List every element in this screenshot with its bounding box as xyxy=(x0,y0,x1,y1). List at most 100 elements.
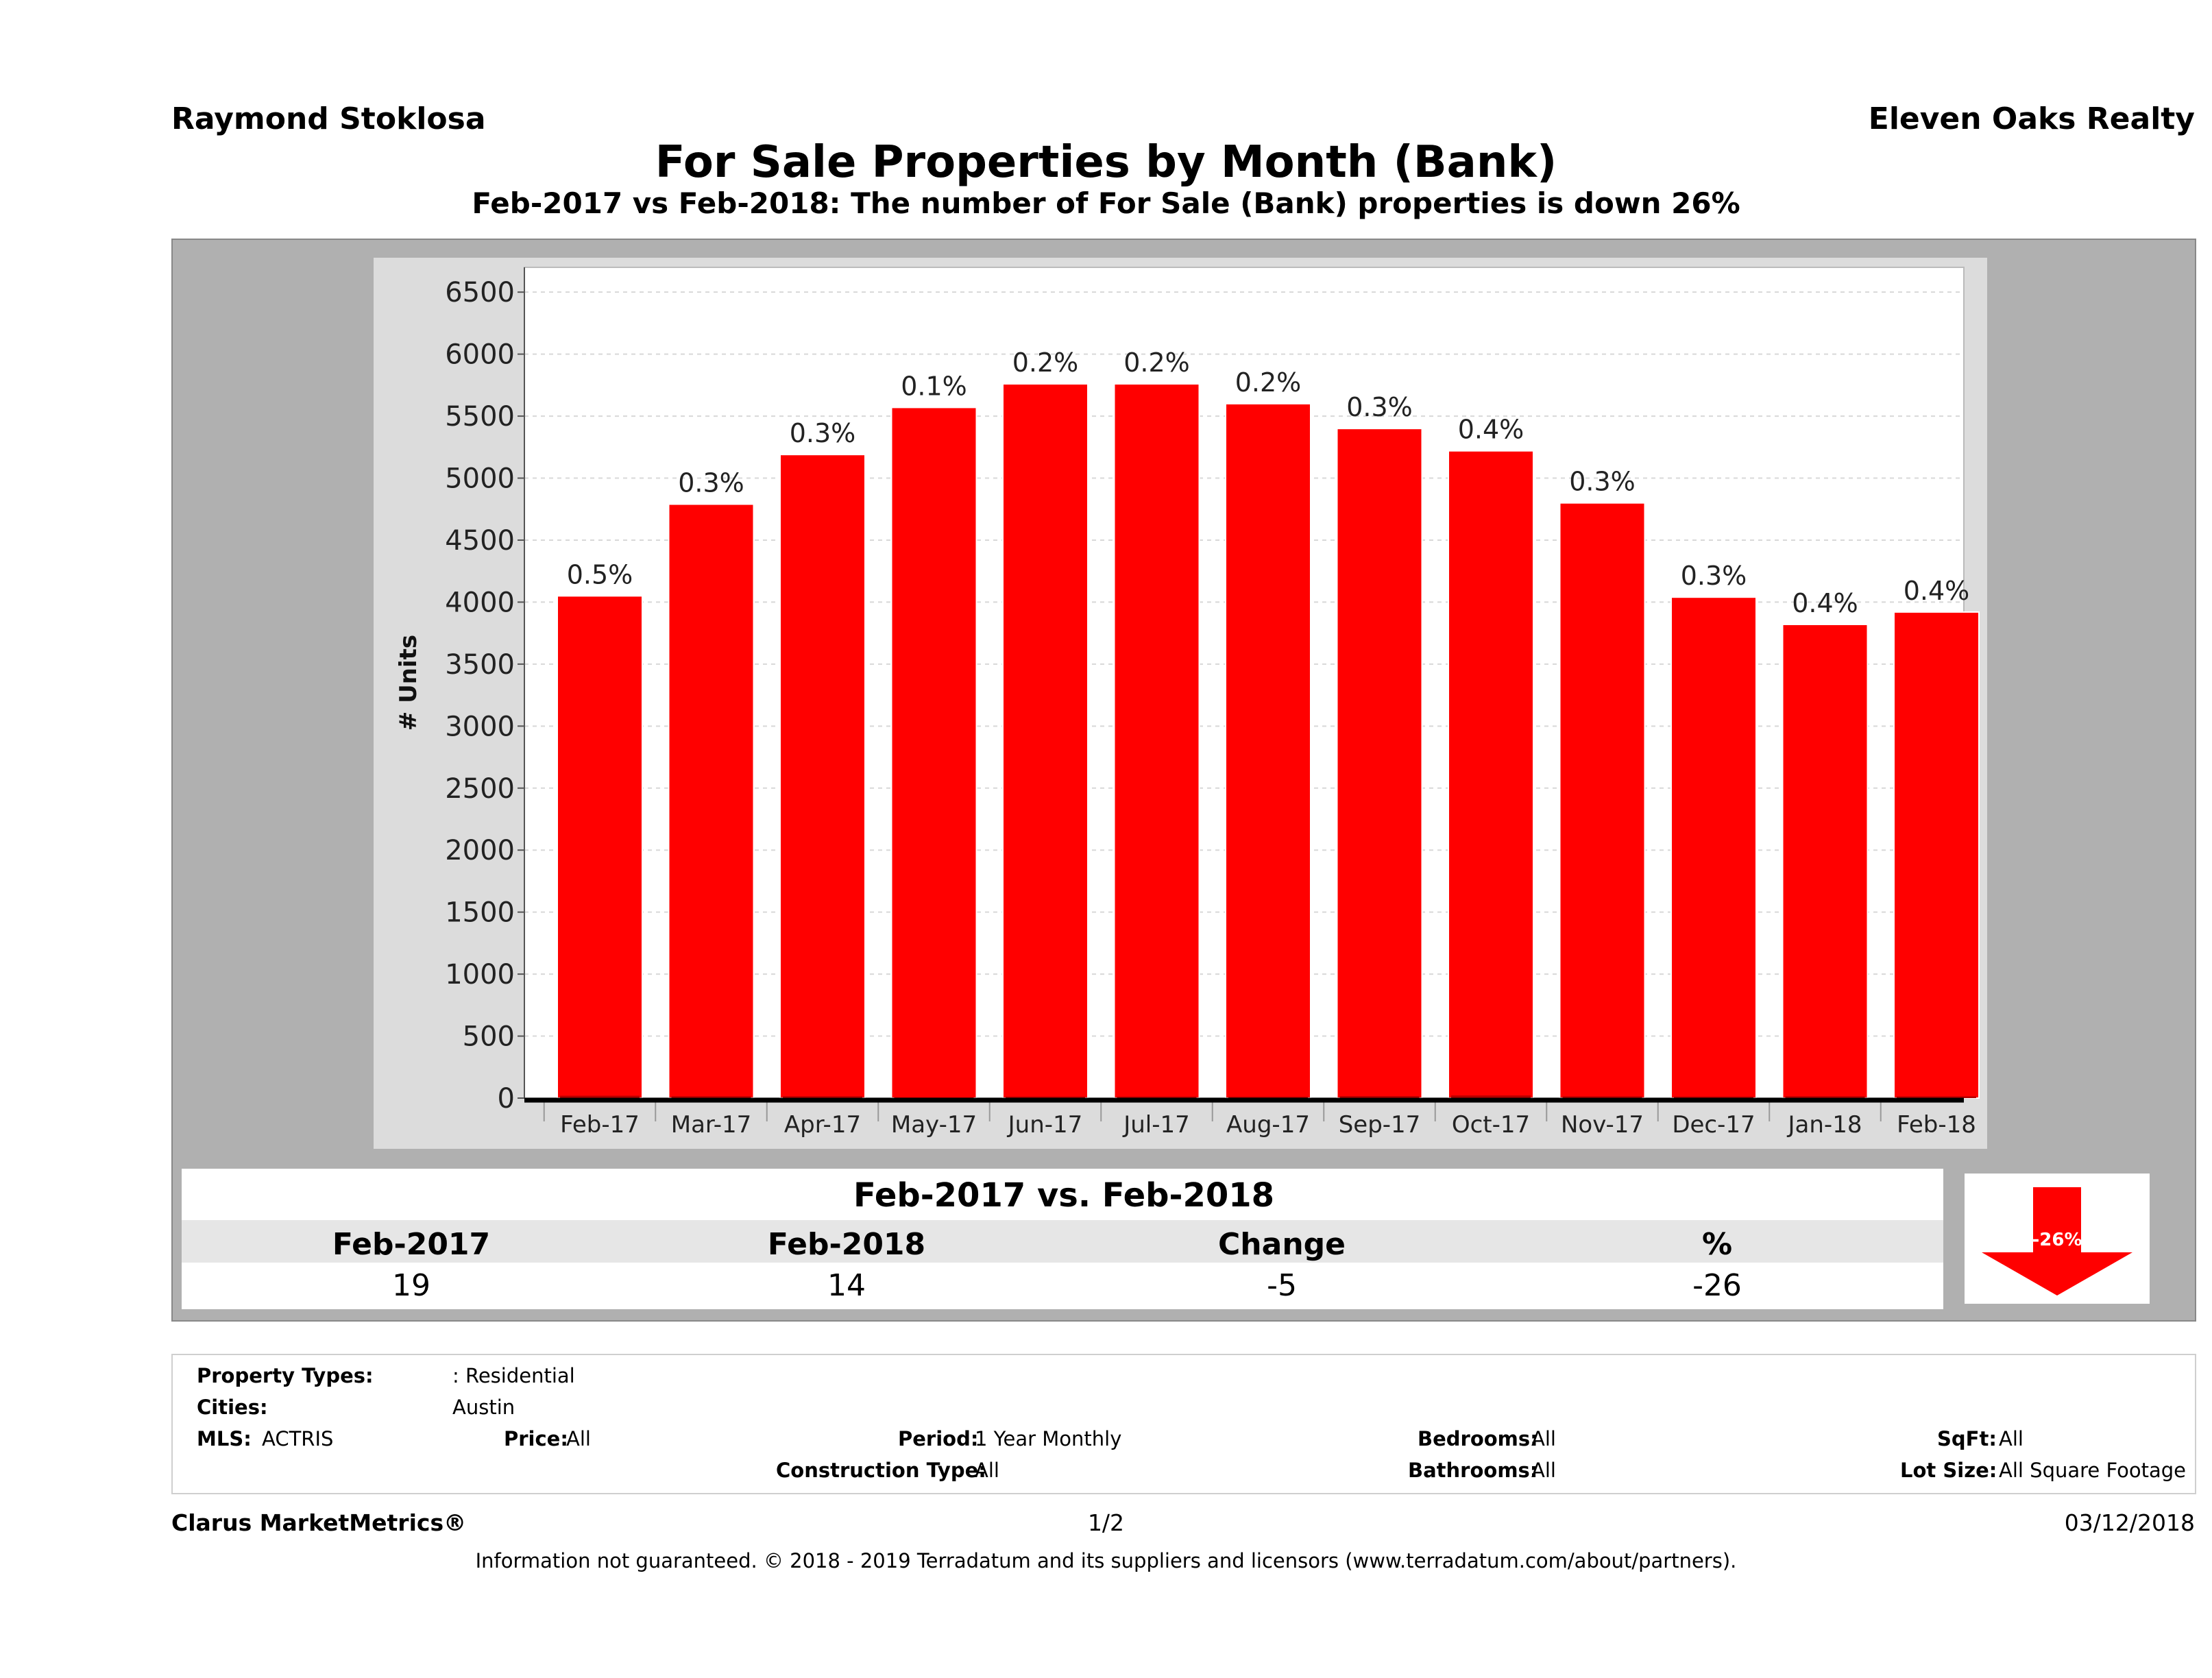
bathrooms-label: Bathrooms: xyxy=(1408,1459,1538,1482)
agent-name: Raymond Stoklosa xyxy=(171,101,486,136)
y-tick-label: 5500 xyxy=(445,401,515,433)
y-tick-label: 2500 xyxy=(445,773,515,805)
summary-header-cell: Change xyxy=(1218,1227,1346,1262)
bar-secondary xyxy=(671,1096,751,1098)
property-types-label: Property Types: xyxy=(197,1364,374,1387)
x-tick-label: Nov-17 xyxy=(1561,1111,1644,1139)
summary-header-row xyxy=(182,1220,1943,1263)
bar-chart: 0 500 1000 1500 2000 2500 3000 3500 4000 4500 5000… xyxy=(395,267,1993,1139)
construction-type-value: All xyxy=(975,1459,999,1482)
footer-brand: Clarus MarketMetrics® xyxy=(171,1509,467,1536)
x-tick-label: Aug-17 xyxy=(1226,1111,1310,1139)
x-tick-label: Dec-17 xyxy=(1672,1111,1755,1139)
y-tick-label: 3500 xyxy=(445,649,515,681)
y-tick-label: 2000 xyxy=(445,835,515,866)
x-tick-label: May-17 xyxy=(891,1111,977,1139)
summary-header-cell: % xyxy=(1701,1227,1733,1262)
bar xyxy=(890,406,977,1099)
mls-value: ACTRIS xyxy=(262,1427,334,1450)
y-tick-label: 6500 xyxy=(445,277,515,308)
disclaimer: Information not guaranteed. © 2018 - 201… xyxy=(475,1549,1737,1572)
bar xyxy=(1336,428,1423,1099)
summary-header-cell: Feb-2017 xyxy=(332,1227,491,1262)
bar-secondary xyxy=(1451,1095,1531,1098)
price-label: Price: xyxy=(504,1427,568,1450)
page-number: 1/2 xyxy=(1087,1509,1125,1536)
x-tick-label: Oct-17 xyxy=(1452,1111,1530,1139)
x-tick-label: Sep-17 xyxy=(1339,1111,1421,1139)
x-tick-label: Feb-17 xyxy=(560,1111,640,1139)
y-tick-label: 1500 xyxy=(445,897,515,929)
summary-value-cell: 19 xyxy=(392,1268,430,1303)
mls-label: MLS: xyxy=(197,1427,252,1450)
bar-data-label: 0.5% xyxy=(567,559,633,589)
bar-secondary xyxy=(894,1097,974,1098)
bar xyxy=(1002,383,1089,1099)
bar-data-label: 0.3% xyxy=(678,468,744,498)
bar-secondary xyxy=(1562,1096,1642,1098)
sqft-label: SqFt: xyxy=(1937,1427,1997,1450)
lot-size-label: Lot Size: xyxy=(1900,1459,1997,1482)
bedrooms-label: Bedrooms: xyxy=(1418,1427,1538,1450)
summary-header-cell: Feb-2018 xyxy=(767,1227,926,1262)
x-tick-label: Feb-18 xyxy=(1897,1111,1976,1139)
down-arrow-icon: -26% xyxy=(1982,1187,2132,1296)
bar-secondary xyxy=(1674,1096,1753,1098)
construction-type-label: Construction Type: xyxy=(776,1459,986,1482)
bar-data-label: 0.3% xyxy=(1569,467,1636,497)
change-badge-label: -26% xyxy=(2032,1230,2082,1250)
chart-subtitle: Feb-2017 vs Feb-2018: The number of For … xyxy=(472,186,1740,220)
bar xyxy=(1782,623,1869,1099)
bar-data-label: 0.1% xyxy=(901,371,967,401)
bar xyxy=(1225,402,1311,1099)
bar-data-label: 0.2% xyxy=(1123,348,1190,378)
bar-secondary xyxy=(1006,1096,1085,1098)
bar xyxy=(779,454,866,1099)
bar-data-label: 0.2% xyxy=(1012,348,1079,378)
brokerage-name: Eleven Oaks Realty xyxy=(1868,101,2195,136)
period-value: 1 Year Monthly xyxy=(975,1427,1122,1450)
y-tick-label: 3000 xyxy=(445,711,515,742)
bar-data-label: 0.3% xyxy=(790,418,856,448)
bar-secondary xyxy=(1228,1097,1308,1098)
cities-label: Cities: xyxy=(197,1396,268,1419)
bar xyxy=(557,595,643,1099)
bar-secondary xyxy=(1897,1096,1976,1098)
x-tick-label: Mar-17 xyxy=(671,1111,752,1139)
bar-data-label: 0.4% xyxy=(1458,415,1524,445)
y-tick-label: 4500 xyxy=(445,525,515,557)
y-axis-label: # Units xyxy=(395,635,422,731)
x-tick-label: Apr-17 xyxy=(784,1111,861,1139)
y-tick-label: 5000 xyxy=(445,463,515,495)
chart-title: For Sale Properties by Month (Bank) xyxy=(655,137,1557,188)
bar-data-label: 0.4% xyxy=(1792,588,1858,618)
period-label: Period: xyxy=(898,1427,979,1450)
change-badge: -26% xyxy=(1965,1174,2150,1304)
bar xyxy=(668,503,755,1099)
summary-value-cell: 14 xyxy=(827,1268,866,1303)
bar xyxy=(1670,596,1757,1099)
y-tick-label: 1000 xyxy=(445,959,515,990)
lot-size-value: All Square Footage xyxy=(1999,1459,2187,1482)
property-types-value: : Residential xyxy=(452,1364,575,1387)
y-tick-label: 4000 xyxy=(445,587,515,618)
price-value: All xyxy=(566,1427,591,1450)
y-tick-label: 6000 xyxy=(445,339,515,371)
summary-value-row xyxy=(193,1265,1934,1304)
x-tick-label: Jan-18 xyxy=(1787,1111,1862,1139)
bedrooms-value: All xyxy=(1531,1427,1556,1450)
bathrooms-value: All xyxy=(1531,1459,1556,1482)
y-tick-label: 0 xyxy=(498,1083,515,1115)
bar xyxy=(1893,611,1980,1099)
sqft-value: All xyxy=(1999,1427,2023,1450)
bar xyxy=(1448,450,1534,1099)
bar-secondary xyxy=(1785,1096,1865,1098)
x-tick-label: Jun-17 xyxy=(1007,1111,1083,1139)
cities-value: Austin xyxy=(452,1396,515,1419)
bar xyxy=(1113,383,1200,1099)
report-date: 03/12/2018 xyxy=(2064,1509,2195,1536)
bar-secondary xyxy=(560,1095,640,1098)
bar xyxy=(1559,502,1646,1099)
bar-secondary xyxy=(1339,1096,1420,1098)
chart-area: 0 500 1000 1500 2000 2500 3000 3500 4000 4500 5000… xyxy=(374,258,1993,1149)
